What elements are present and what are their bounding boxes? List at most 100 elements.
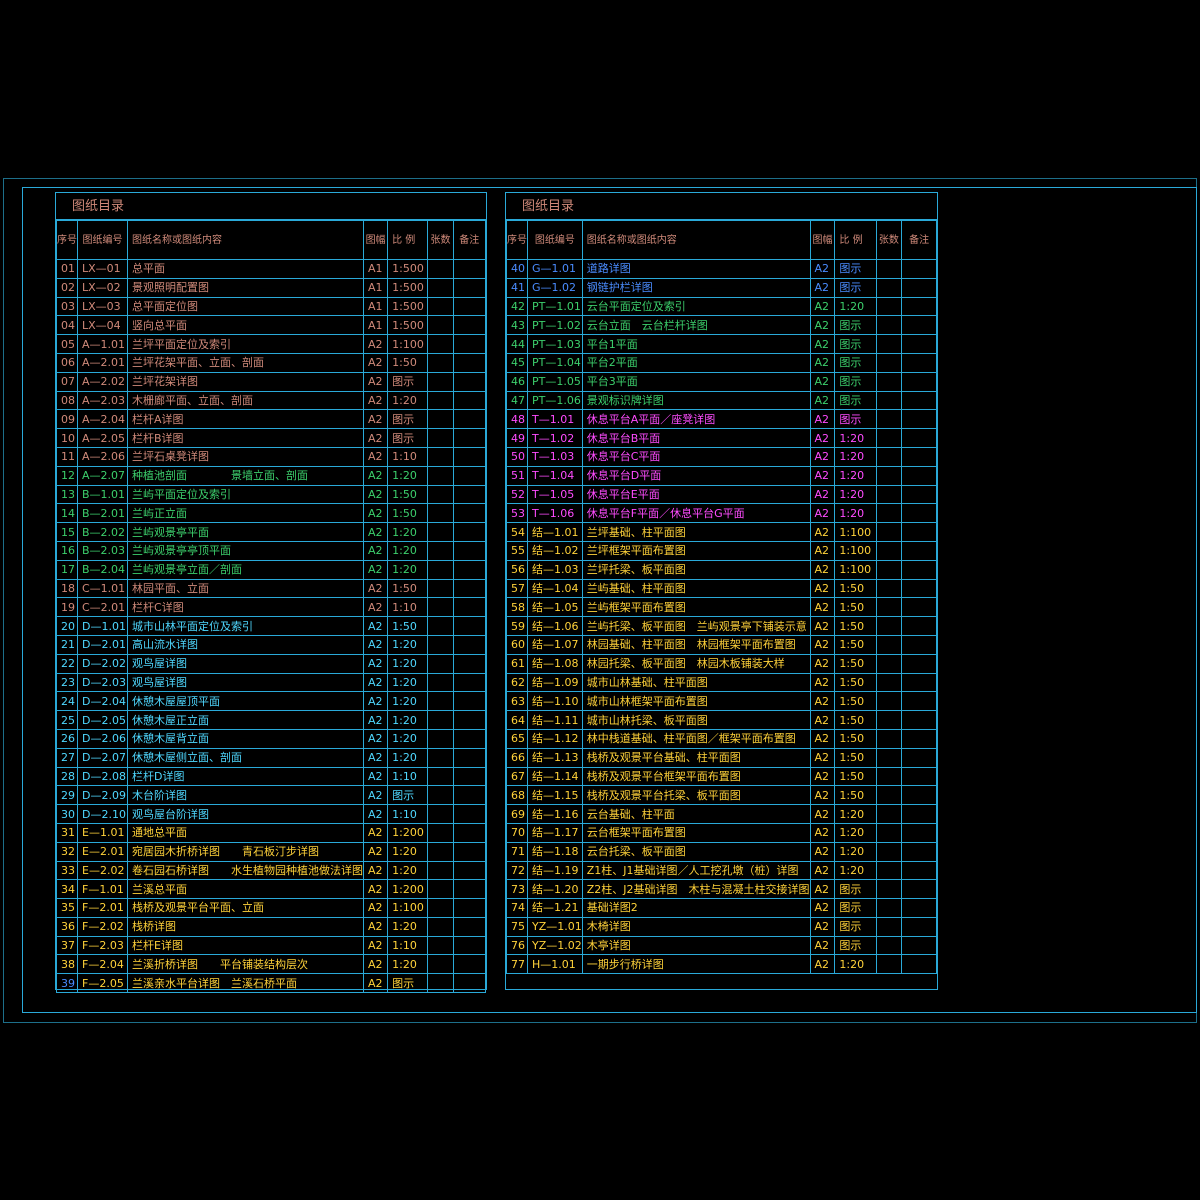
row-code: A—2.01 <box>76 352 129 373</box>
row-seq: 26 <box>56 728 78 749</box>
row-seq: 19 <box>56 597 78 618</box>
row-code: PT—1.01 <box>527 296 583 317</box>
row-note <box>452 710 487 730</box>
row-count <box>427 259 454 279</box>
row-scale: 1:20 <box>387 710 429 730</box>
row-scale: 1:10 <box>387 597 429 618</box>
row-seq: 02 <box>56 277 78 298</box>
row-note <box>901 522 937 542</box>
row-scale: 1:50 <box>834 616 877 636</box>
row-code: 结—1.05 <box>527 597 583 618</box>
table-row: 76 YZ—1.02 木亭详图 A2 图示 <box>506 935 937 956</box>
row-code: F—2.05 <box>76 973 129 994</box>
row-name: 休憩木屋侧立面、剖面 <box>127 747 365 768</box>
row-note <box>452 352 487 373</box>
row-name: 观鸟屋台阶详图 <box>127 804 365 824</box>
row-code: 结—1.17 <box>527 822 583 843</box>
row-note <box>901 710 937 730</box>
row-scale: 1:50 <box>834 672 877 693</box>
row-scale: 1:20 <box>834 822 877 843</box>
row-note <box>901 634 937 655</box>
row-name: 栈桥详图 <box>127 916 365 937</box>
row-name: 云台框架平面布置图 <box>581 822 811 843</box>
row-name: 兰溪亲水平台详图 兰溪石桥平面 <box>127 973 365 994</box>
row-size: A2 <box>809 879 836 900</box>
row-name: 总平面 <box>127 259 365 279</box>
row-note <box>901 259 937 279</box>
row-seq: 54 <box>506 522 528 542</box>
row-count <box>875 409 903 430</box>
row-note <box>901 446 937 467</box>
row-scale: 1:10 <box>387 804 429 824</box>
row-code: B—2.04 <box>76 559 129 580</box>
row-scale: 1:500 <box>387 277 429 298</box>
row-size: A2 <box>809 691 836 712</box>
row-name: 平台2平面 <box>581 352 811 373</box>
row-scale: 1:20 <box>387 672 429 693</box>
row-scale: 1:100 <box>387 898 429 918</box>
row-count <box>427 804 454 824</box>
row-seq: 08 <box>56 390 78 411</box>
row-code: A—2.07 <box>76 465 129 486</box>
header-scale: 比 例 <box>834 220 877 260</box>
row-size: A2 <box>809 503 836 524</box>
table-row: 64 结—1.11 城市山林托梁、板平面图 A2 1:50 <box>506 710 937 730</box>
row-scale: 1:50 <box>387 616 429 636</box>
row-count <box>875 296 903 317</box>
row-code: T—1.06 <box>527 503 583 524</box>
row-seq: 69 <box>506 804 528 824</box>
row-name: 兰坪花架详图 <box>127 371 365 392</box>
table-row: 10 A—2.05 栏杆B详图 A2 图示 <box>56 428 487 448</box>
table-row: 32 E—2.01 宛居园木折桥详图 青石板汀步详图 A2 1:20 <box>56 841 487 862</box>
row-seq: 75 <box>506 916 528 937</box>
row-seq: 24 <box>56 691 78 712</box>
row-size: A2 <box>363 653 389 674</box>
row-note <box>452 634 487 655</box>
header-count: 张数 <box>427 220 454 260</box>
row-scale: 1:20 <box>387 634 429 655</box>
row-size: A2 <box>363 540 389 561</box>
row-name: 城市山林平面定位及索引 <box>127 616 365 636</box>
row-count <box>875 578 903 599</box>
row-name: 休憩木屋背立面 <box>127 728 365 749</box>
row-note <box>452 804 487 824</box>
row-seq: 25 <box>56 710 78 730</box>
row-name: 总平面定位图 <box>127 296 365 317</box>
row-scale: 1:10 <box>387 766 429 787</box>
table-row: 33 E—2.02 卷石园石桥详图 水生植物园种植池做法详图 A2 1:20 <box>56 860 487 881</box>
row-seq: 60 <box>506 634 528 655</box>
row-size: A2 <box>809 371 836 392</box>
table-row: 15 B—2.02 兰屿观景亭平面 A2 1:20 <box>56 522 487 542</box>
row-size: A2 <box>363 634 389 655</box>
table-row: 40 G—1.01 道路详图 A2 图示 <box>506 259 937 279</box>
table-row: 08 A—2.03 木栅廊平面、立面、剖面 A2 1:20 <box>56 390 487 411</box>
row-seq: 38 <box>56 954 78 975</box>
row-scale: 图示 <box>834 409 877 430</box>
row-count <box>427 296 454 317</box>
row-name: 兰溪折桥详图 平台铺装结构层次 <box>127 954 365 975</box>
row-code: 结—1.06 <box>527 616 583 636</box>
row-size: A2 <box>363 710 389 730</box>
table-row: 73 结—1.20 Z2柱、J2基础详图 木柱与混凝土柱交接详图 A2 图示 <box>506 879 937 900</box>
row-note <box>901 747 937 768</box>
row-count <box>427 446 454 467</box>
row-note <box>452 315 487 336</box>
row-seq: 77 <box>506 954 528 975</box>
row-note <box>452 390 487 411</box>
row-name: 栈桥及观景平台框架平面布置图 <box>581 766 811 787</box>
table-row: 16 B—2.03 兰屿观景亭亭顶平面 A2 1:20 <box>56 540 487 561</box>
row-scale: 1:50 <box>387 352 429 373</box>
header-count: 张数 <box>875 220 903 260</box>
row-count <box>427 747 454 768</box>
row-scale: 1:20 <box>834 446 877 467</box>
row-code: 结—1.08 <box>527 653 583 674</box>
row-size: A2 <box>809 804 836 824</box>
row-size: A1 <box>363 277 389 298</box>
row-count <box>427 785 454 806</box>
row-seq: 41 <box>506 277 528 298</box>
row-count <box>427 653 454 674</box>
row-count <box>427 352 454 373</box>
table-row: 53 T—1.06 休息平台F平面／休息平台G平面 A2 1:20 <box>506 503 937 524</box>
row-note <box>452 822 487 843</box>
row-scale: 1:20 <box>834 804 877 824</box>
